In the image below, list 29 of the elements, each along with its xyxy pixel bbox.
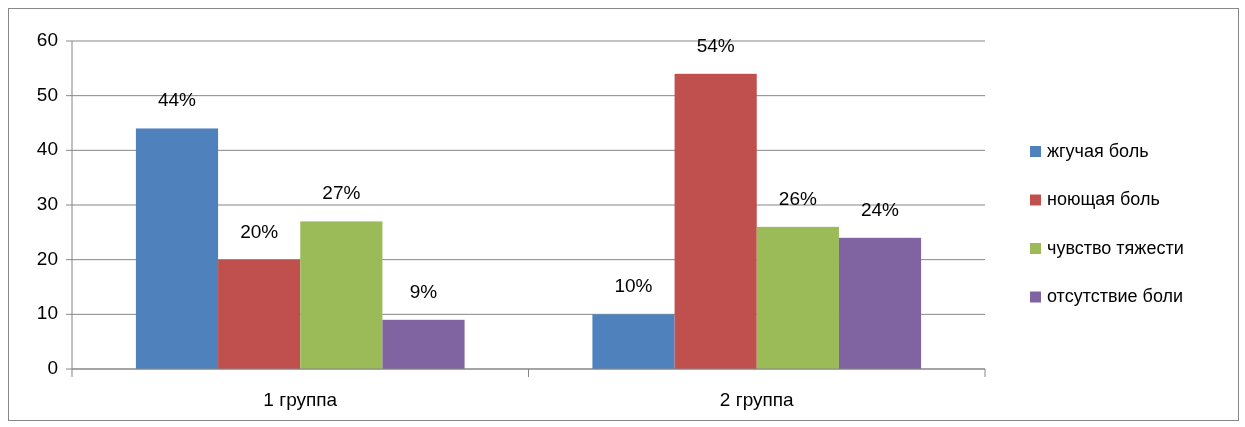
y-tick-label: 20 [36, 247, 58, 269]
y-tick-label: 50 [36, 83, 58, 105]
data-label: 24% [860, 198, 900, 220]
bar [300, 221, 383, 369]
x-tick-label: 1 группа [263, 389, 338, 410]
y-tick-label: 0 [47, 357, 58, 379]
y-tick-label: 30 [36, 193, 58, 215]
x-tick-label: 2 группа [719, 389, 795, 410]
data-label: 20% [240, 220, 279, 242]
legend-label: ноющая боль [1047, 189, 1160, 210]
legend-label: жгучая боль [1047, 140, 1149, 161]
data-label: 10% [614, 275, 653, 297]
bar [135, 128, 219, 369]
legend-label: отсутствие боли [1047, 286, 1184, 307]
legend-label: чувство тяжести [1047, 237, 1184, 258]
bar [592, 314, 675, 369]
data-label: 44% [157, 89, 197, 111]
bar [218, 259, 301, 369]
bar [756, 226, 839, 369]
y-tick-label: 40 [36, 138, 58, 160]
data-label: 9% [409, 280, 438, 302]
bar [382, 319, 465, 369]
y-tick-label: 10 [36, 302, 58, 324]
bar [838, 237, 922, 369]
data-label: 26% [778, 187, 817, 209]
data-label: 27% [322, 182, 361, 204]
data-label: 54% [696, 34, 735, 56]
y-tick-label: 60 [36, 29, 58, 51]
bar [674, 73, 757, 369]
